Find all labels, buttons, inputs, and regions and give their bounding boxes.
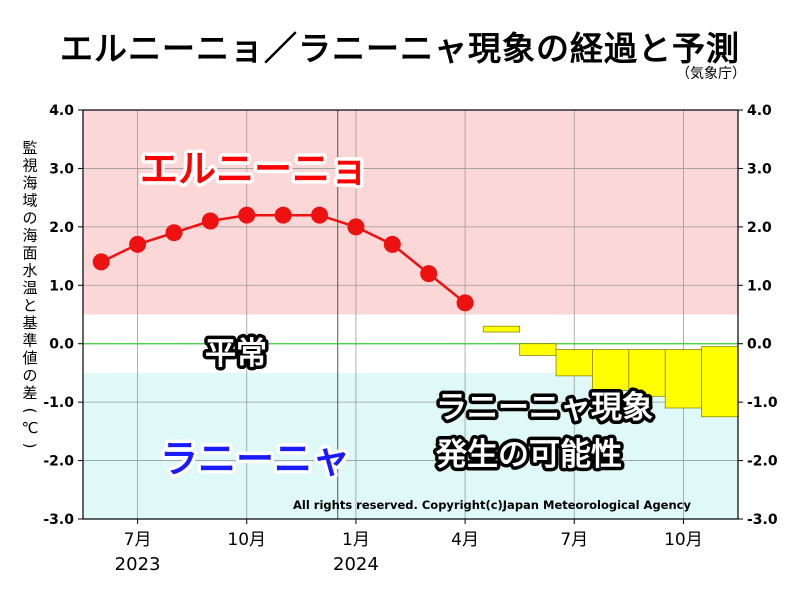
forecast-box (664, 349, 703, 409)
y-axis-label-char: 面 (22, 244, 37, 262)
y-tick-label-left: 4.0 (49, 103, 74, 119)
y-tick-label-right: 4.0 (747, 103, 772, 119)
x-year-label: 2024 (333, 554, 379, 575)
annotation-line-1: ラニーニャ現象 (436, 390, 653, 426)
y-tick-label-left: 0.0 (49, 337, 74, 353)
y-tick-label-left: 3.0 (49, 161, 74, 177)
y-axis-label-char: 温 (22, 279, 37, 297)
y-tick-label-right: -3.0 (747, 512, 778, 528)
forecast-boxes (482, 325, 739, 418)
forecast-box (592, 349, 630, 391)
y-axis-label-char: 海 (22, 174, 37, 192)
observed-point (238, 206, 256, 224)
observed-point (201, 212, 219, 230)
x-tick-label: 10月 (664, 530, 703, 550)
forecast-box (628, 349, 666, 397)
y-tick-label-left: -1.0 (43, 395, 74, 411)
y-tick-label-right: 2.0 (747, 220, 772, 236)
zone-band-0 (83, 110, 738, 315)
x-year-label: 2023 (115, 554, 161, 575)
forecast-box (482, 325, 521, 333)
zone-label-elnino: エルニーニョ (140, 147, 368, 191)
y-tick-label-right: -2.0 (747, 454, 778, 470)
observed-point (92, 253, 110, 271)
y-axis-label-char: の (22, 209, 37, 227)
x-tick-label: 1月 (342, 530, 370, 550)
zone-label-lanina: ラニーニャ (160, 437, 350, 481)
forecast-box (555, 349, 593, 377)
observed-point (129, 235, 147, 253)
zone-label-normal: 平常 (205, 336, 267, 372)
y-axis-label-char: ℃ (22, 419, 39, 437)
plot-frame (82, 109, 739, 520)
forecast-box (701, 346, 739, 418)
y-axis-label-char: ) (21, 443, 39, 449)
y-axis-label-char: 基 (22, 314, 37, 332)
observed-point (456, 294, 474, 312)
forecast-box (519, 343, 557, 356)
y-axis-label-char: 視 (22, 157, 37, 175)
y-tick-label-right: -1.0 (747, 395, 778, 411)
y-axis-label-char: 差 (22, 384, 37, 402)
y-axis-label-char: の (22, 367, 37, 385)
y-tick-label-left: -3.0 (43, 512, 74, 528)
y-tick-label-right: 1.0 (747, 278, 772, 294)
y-tick-label-right: 0.0 (747, 337, 772, 353)
y-tick-label-right: 3.0 (747, 161, 772, 177)
x-tick-label: 7月 (560, 530, 588, 550)
observed-point (311, 206, 329, 224)
y-axis-label-char: と (22, 297, 37, 315)
observed-point (274, 206, 292, 224)
observed-point (420, 265, 438, 283)
x-tick-label: 7月 (124, 530, 152, 550)
y-tick-label-left: 1.0 (49, 278, 74, 294)
axes: 4.0 4.0 3.0 3.0 2.0 2.0 1.0 1.0 0.0 0.0 -1.0 -1.0 -2… (21, 103, 778, 575)
y-axis-label-char: 監 (22, 139, 37, 157)
y-axis-label-char: ( (21, 408, 39, 414)
x-tick-label: 4月 (451, 530, 479, 550)
y-axis-label-char: 準 (22, 332, 37, 350)
y-axis-label-char: 水 (22, 262, 37, 280)
y-axis-label-char: 海 (22, 227, 37, 245)
observed-point (383, 235, 401, 253)
zone-band-2 (83, 372, 738, 519)
chart-title: エルニーニョ／ラニーニャ現象の経過と予測 (60, 29, 740, 68)
x-tick-label: 10月 (227, 530, 266, 550)
observed-point (165, 224, 183, 242)
y-tick-label-left: 2.0 (49, 220, 74, 236)
observed-series (92, 206, 474, 312)
grid (83, 110, 738, 519)
copyright-text: All rights reserved. Copyright(c)Japan M… (293, 498, 691, 512)
annotation-line-2: 発生の可能性 (435, 437, 622, 473)
y-tick-label-left: -2.0 (43, 454, 74, 470)
y-axis-label-char: 値 (22, 349, 37, 367)
observed-point (347, 218, 365, 236)
source-label: （気象庁） (676, 66, 746, 82)
y-axis-label-char: 域 (22, 192, 37, 210)
